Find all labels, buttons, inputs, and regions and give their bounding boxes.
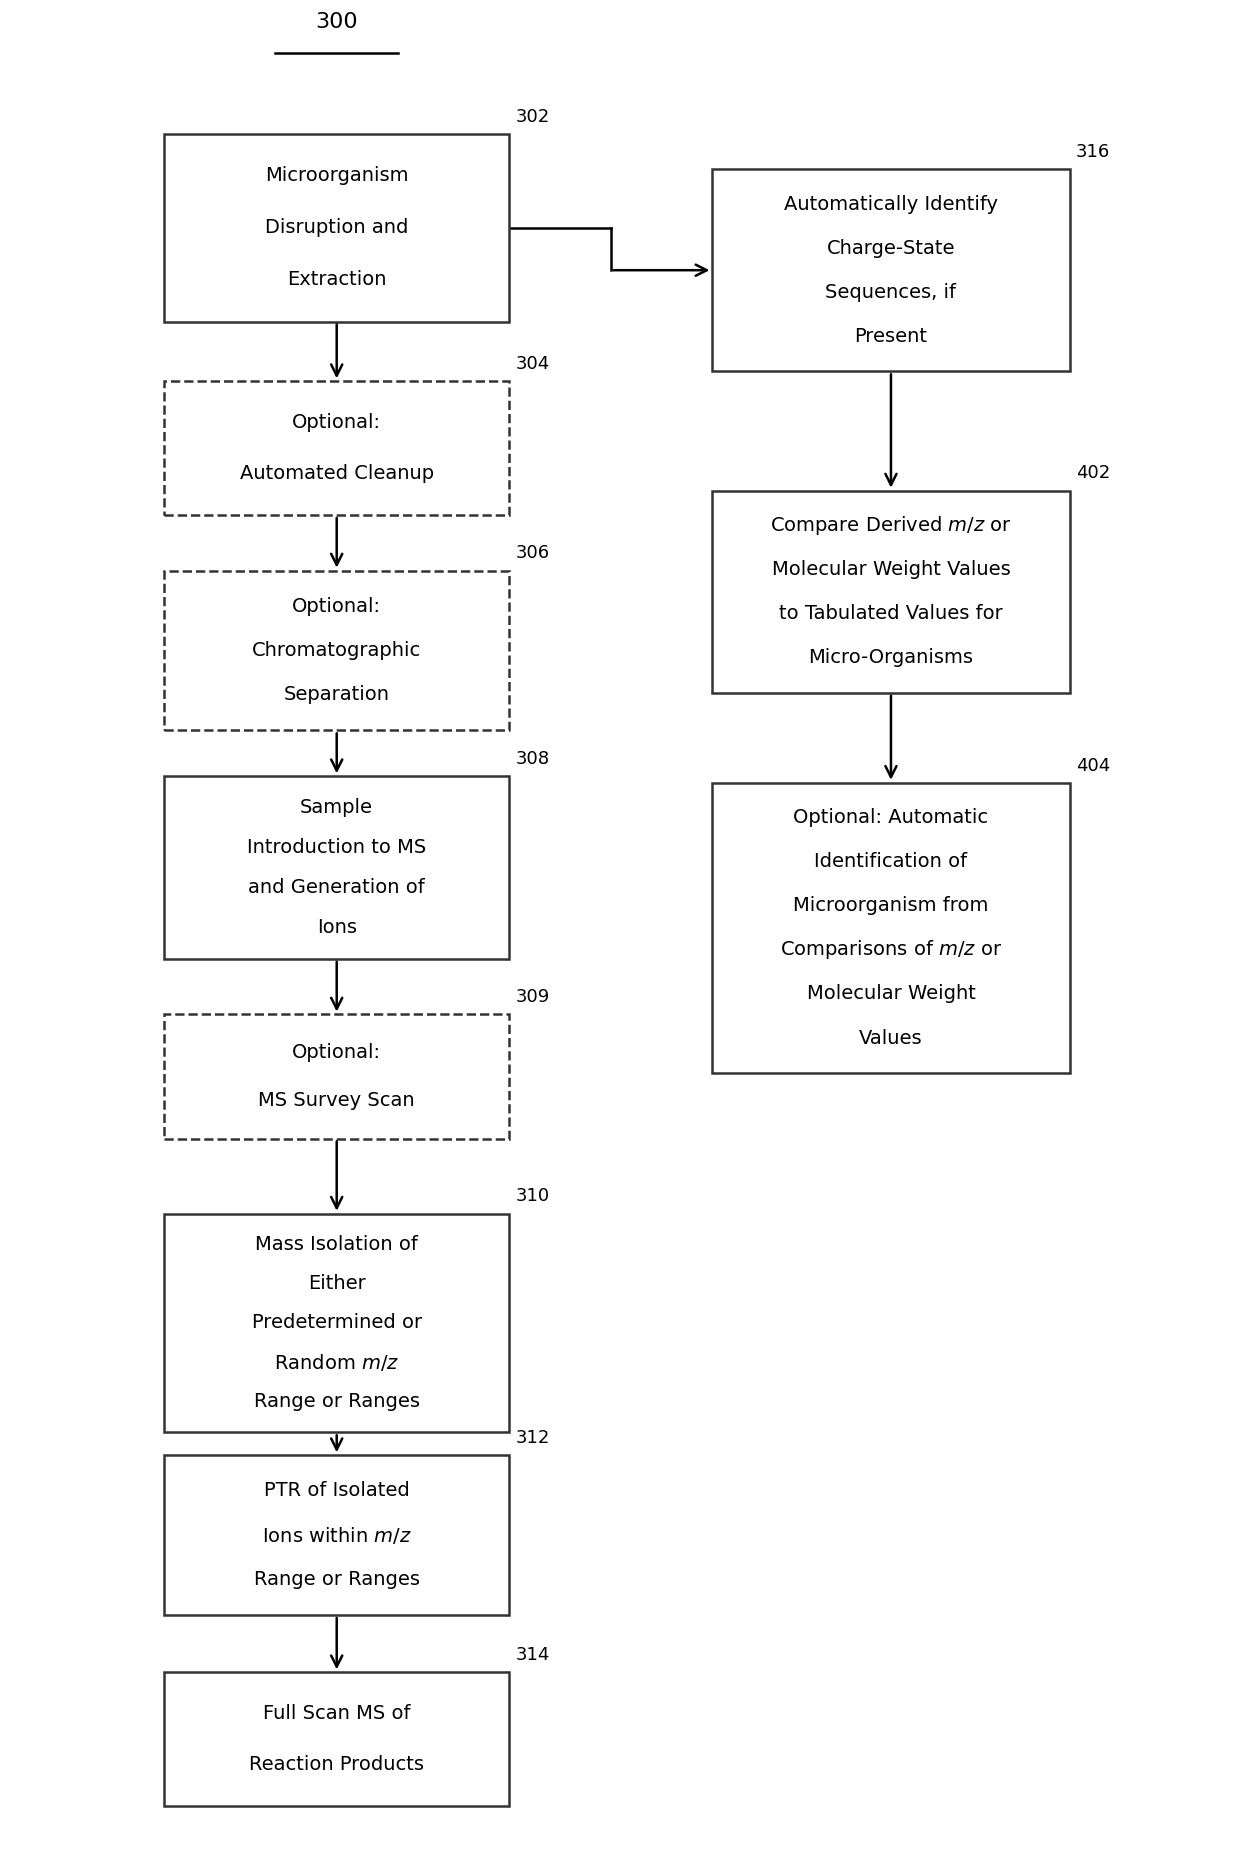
FancyBboxPatch shape	[164, 1456, 510, 1615]
Text: Molecular Weight: Molecular Weight	[806, 985, 976, 1004]
Text: 314: 314	[516, 1647, 549, 1663]
Text: Automated Cleanup: Automated Cleanup	[239, 464, 434, 484]
Text: 312: 312	[516, 1430, 549, 1447]
Text: Microorganism: Microorganism	[265, 166, 408, 185]
Text: Random $\mathit{m/z}$: Random $\mathit{m/z}$	[274, 1351, 399, 1372]
Text: 306: 306	[516, 544, 549, 563]
FancyBboxPatch shape	[712, 783, 1070, 1073]
Text: Values: Values	[859, 1028, 923, 1047]
Text: 404: 404	[1076, 757, 1110, 774]
Text: 316: 316	[1076, 142, 1110, 161]
Text: 402: 402	[1076, 464, 1110, 482]
FancyBboxPatch shape	[164, 1673, 510, 1805]
Text: Sequences, if: Sequences, if	[826, 282, 956, 301]
Text: Sample: Sample	[300, 798, 373, 817]
Text: and Generation of: and Generation of	[248, 878, 425, 897]
Text: 302: 302	[516, 108, 549, 125]
Text: 308: 308	[516, 749, 549, 768]
FancyBboxPatch shape	[712, 490, 1070, 693]
Text: Predetermined or: Predetermined or	[252, 1314, 422, 1333]
Text: Disruption and: Disruption and	[265, 219, 408, 237]
Text: 300: 300	[315, 13, 358, 32]
Text: Optional: Automatic: Optional: Automatic	[794, 809, 988, 828]
FancyBboxPatch shape	[164, 570, 510, 731]
Text: Optional:: Optional:	[293, 1043, 381, 1062]
Text: Micro-Organisms: Micro-Organisms	[808, 649, 973, 667]
Text: Reaction Products: Reaction Products	[249, 1755, 424, 1774]
Text: Compare Derived $\mathit{m/z}$ or: Compare Derived $\mathit{m/z}$ or	[770, 514, 1012, 536]
Text: Separation: Separation	[284, 686, 389, 705]
Text: Molecular Weight Values: Molecular Weight Values	[771, 561, 1011, 579]
Text: Range or Ranges: Range or Ranges	[254, 1392, 419, 1411]
Text: to Tabulated Values for: to Tabulated Values for	[779, 604, 1003, 622]
FancyBboxPatch shape	[164, 1015, 510, 1138]
Text: Automatically Identify: Automatically Identify	[784, 194, 998, 213]
Text: Charge-State: Charge-State	[827, 239, 955, 258]
Text: Optional:: Optional:	[293, 596, 381, 615]
Text: Range or Ranges: Range or Ranges	[254, 1570, 419, 1589]
Text: Either: Either	[308, 1275, 366, 1293]
FancyBboxPatch shape	[712, 168, 1070, 372]
Text: Extraction: Extraction	[286, 271, 387, 290]
Text: Ions within $\mathit{m/z}$: Ions within $\mathit{m/z}$	[262, 1525, 412, 1546]
Text: 310: 310	[516, 1187, 549, 1206]
FancyBboxPatch shape	[164, 135, 510, 321]
FancyBboxPatch shape	[164, 1213, 510, 1432]
Text: Ions: Ions	[316, 918, 357, 936]
Text: 304: 304	[516, 355, 549, 374]
Text: Chromatographic: Chromatographic	[252, 641, 422, 660]
Text: Mass Isolation of: Mass Isolation of	[255, 1235, 418, 1254]
Text: Comparisons of $\mathit{m/z}$ or: Comparisons of $\mathit{m/z}$ or	[780, 938, 1002, 961]
FancyBboxPatch shape	[164, 381, 510, 516]
FancyBboxPatch shape	[164, 776, 510, 959]
Text: Present: Present	[854, 327, 928, 346]
Text: MS Survey Scan: MS Survey Scan	[258, 1091, 415, 1110]
Text: Identification of: Identification of	[815, 852, 967, 871]
Text: Full Scan MS of: Full Scan MS of	[263, 1705, 410, 1723]
Text: Introduction to MS: Introduction to MS	[247, 837, 427, 858]
Text: 309: 309	[516, 989, 549, 1006]
Text: Optional:: Optional:	[293, 413, 381, 432]
Text: Microorganism from: Microorganism from	[794, 897, 988, 916]
Text: PTR of Isolated: PTR of Isolated	[264, 1482, 409, 1501]
